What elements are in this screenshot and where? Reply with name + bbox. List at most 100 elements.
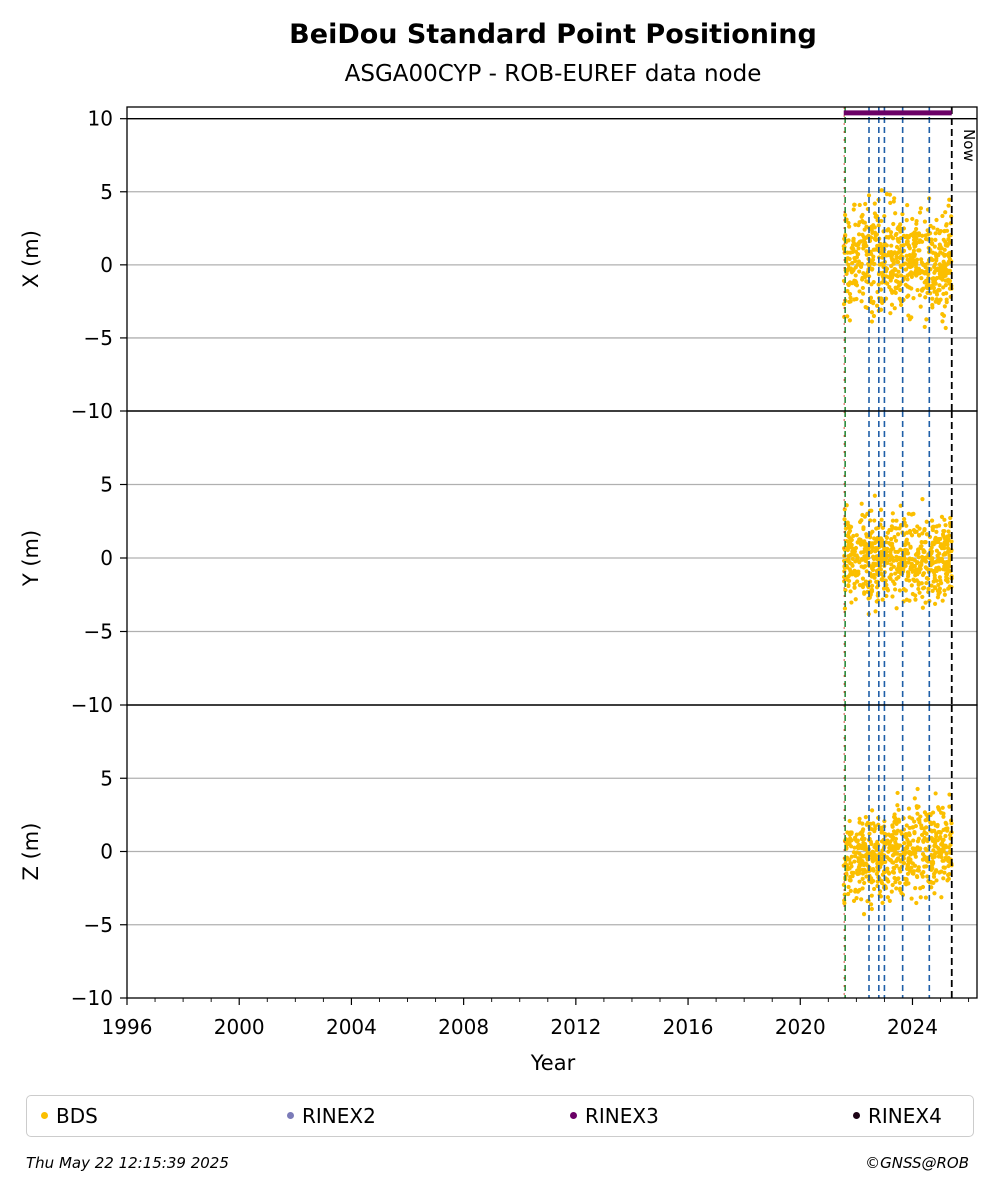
bds-point	[892, 196, 897, 201]
legend: BDS RINEX2 RINEX3 RINEX4	[26, 1095, 974, 1137]
bds-point	[847, 818, 852, 824]
bds-point	[857, 289, 862, 294]
bds-point	[940, 312, 945, 317]
bds-point	[898, 287, 903, 293]
bds-point	[919, 257, 924, 262]
bds-point	[939, 810, 944, 815]
bds-point	[879, 188, 884, 193]
bds-point	[852, 585, 857, 590]
bds-point	[885, 546, 890, 551]
bds-point	[862, 836, 867, 842]
bds-point	[938, 264, 943, 269]
bds-point	[936, 854, 941, 859]
bds-point	[893, 879, 898, 885]
bds-point	[891, 860, 896, 865]
bds-point	[871, 313, 877, 319]
bds-point	[903, 282, 908, 287]
bds-point	[934, 529, 939, 534]
bds-point	[946, 538, 951, 543]
bds-point	[904, 523, 909, 528]
bds-point	[872, 201, 877, 206]
bds-point	[941, 533, 946, 538]
bds-point	[854, 296, 859, 302]
bds-point	[942, 560, 948, 565]
bds-point	[934, 548, 939, 553]
bds-point	[860, 277, 865, 282]
bds-point	[855, 555, 860, 560]
bds-point	[862, 590, 867, 595]
bds-point	[884, 593, 889, 599]
x-tick-label: 2008	[438, 1015, 489, 1039]
bds-point	[946, 876, 951, 881]
bds-point	[852, 202, 857, 207]
bds-point	[890, 837, 895, 842]
y-tick-label: 5	[100, 766, 113, 790]
bds-point	[850, 249, 855, 255]
bds-point	[901, 233, 907, 238]
y-axis-label: Y (m)	[19, 530, 43, 587]
bds-point	[909, 865, 914, 870]
bds-point	[911, 577, 916, 582]
bds-point	[946, 233, 952, 238]
bds-point	[872, 826, 877, 832]
bds-point	[868, 235, 874, 240]
bds-point	[891, 199, 896, 204]
bds-point	[869, 827, 874, 832]
bds-point	[884, 535, 890, 541]
bds-point	[922, 540, 927, 545]
bds-point	[890, 833, 895, 838]
bds-point	[891, 829, 897, 834]
bds-point	[933, 791, 938, 796]
bds-point	[847, 318, 852, 323]
bds-point	[845, 533, 850, 538]
bds-point	[912, 863, 918, 868]
bds-point	[906, 856, 911, 861]
bds-point	[863, 544, 868, 549]
bds-point	[907, 253, 912, 258]
bds-point	[872, 852, 878, 857]
bds-point	[934, 275, 939, 281]
x-tick-label: 2016	[663, 1015, 714, 1039]
bds-point	[940, 598, 945, 603]
bds-point	[932, 891, 937, 896]
bds-point	[849, 281, 855, 286]
bds-point	[930, 866, 935, 871]
bds-point	[924, 317, 929, 322]
bds-point	[906, 244, 911, 249]
bds-point	[891, 870, 897, 875]
bds-point	[878, 287, 884, 292]
bds-point	[938, 851, 944, 856]
bds-point	[923, 559, 929, 564]
bds-point	[859, 550, 864, 555]
bds-point	[946, 279, 951, 284]
bds-point	[876, 223, 881, 228]
bds-point	[897, 866, 902, 871]
bds-point	[846, 220, 851, 226]
bds-point	[891, 268, 896, 274]
bds-point	[920, 233, 925, 238]
bds-point	[902, 517, 907, 522]
bds-point	[871, 223, 876, 228]
bds-point	[932, 852, 937, 857]
bds-point	[861, 840, 866, 845]
y-tick-label: 5	[100, 180, 113, 204]
bds-point	[864, 822, 869, 827]
bds-point	[889, 537, 894, 542]
bds-point	[869, 319, 875, 324]
bds-point	[872, 518, 877, 523]
bds-point	[860, 291, 866, 296]
bds-point	[842, 517, 847, 522]
bds-point	[893, 849, 898, 854]
bds-point	[898, 273, 904, 278]
bds-point	[872, 844, 877, 850]
bds-point	[920, 287, 925, 292]
bds-point	[914, 226, 919, 232]
bds-point	[936, 565, 941, 570]
bds-point	[862, 880, 867, 886]
bds-point	[941, 552, 946, 557]
bds-point	[940, 251, 945, 256]
bds-point	[872, 247, 878, 252]
bds-point	[851, 898, 857, 903]
bds-point	[851, 238, 856, 243]
bds-point	[906, 511, 911, 516]
